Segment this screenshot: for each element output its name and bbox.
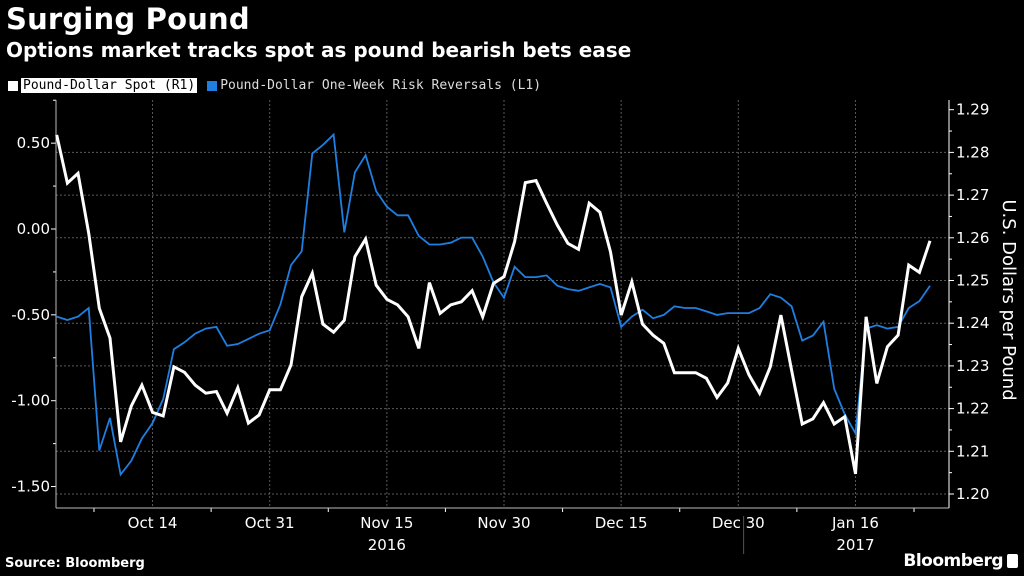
spot-line <box>55 134 932 475</box>
x-axis-tick-label: Jan 16 <box>831 514 879 532</box>
x-axis-tick-label: Dec 30 <box>712 514 765 532</box>
x-axis-tick-label: Dec 15 <box>595 514 648 532</box>
bloomberg-logo-text: Bloomberg <box>903 551 1003 571</box>
x-axis-tick-label: Nov 15 <box>360 514 413 532</box>
legend-swatch-risk-reversals <box>207 80 218 91</box>
right-axis-tick-label: 1.22 <box>956 400 989 418</box>
right-axis-tick-label: 1.21 <box>956 442 989 460</box>
x-axis-year-label: 2017 <box>836 536 874 554</box>
right-axis-tick-label: 1.20 <box>956 485 989 503</box>
left-axis-tick-label: 0.00 <box>17 220 50 238</box>
legend-swatch-spot <box>8 80 18 91</box>
right-axis-tick-label: 1.26 <box>956 229 989 247</box>
left-axis-tick-label: -1.00 <box>11 392 50 410</box>
right-axis-title: U.S. Dollars per Pound <box>998 199 1019 400</box>
source-note: Source: Bloomberg <box>5 556 145 571</box>
right-axis-tick-label: 1.25 <box>956 272 989 290</box>
right-axis-tick-label: 1.24 <box>956 314 989 332</box>
bloomberg-logo: Bloomberg <box>903 551 1018 571</box>
right-axis-tick-label: 1.27 <box>956 186 989 204</box>
series-lines <box>55 132 932 477</box>
x-axis-tick-label: Oct 31 <box>245 514 295 532</box>
x-axis-tick-label: Nov 30 <box>477 514 530 532</box>
gridlines <box>56 100 949 508</box>
x-axis-year-label: 2016 <box>368 536 406 554</box>
left-axis-tick-label: -1.50 <box>11 478 50 496</box>
bloomberg-logo-icon <box>1007 554 1018 568</box>
legend-label-risk-reversals: Pound-Dollar One-Week Risk Reversals (L1… <box>220 78 542 93</box>
right-axis-tick-label: 1.29 <box>956 101 989 119</box>
legend-label-spot: Pound-Dollar Spot (R1) <box>21 78 198 93</box>
axes: 1.29 1.28 1.27 1.26 1.25 1.24 1.23 1.22 1.21 1.20… <box>11 99 989 554</box>
chart-title: Surging Pound <box>6 2 250 36</box>
right-axis-tick-label: 1.23 <box>956 357 989 375</box>
right-axis-tick-label: 1.28 <box>956 143 989 161</box>
x-axis-tick-label: Oct 14 <box>128 514 178 532</box>
risk-reversals-line <box>56 132 931 477</box>
left-axis-tick-label: -0.50 <box>11 306 50 324</box>
chart-subtitle: Options market tracks spot as pound bear… <box>6 38 632 62</box>
legend: Pound-Dollar Spot (R1) Pound-Dollar One-… <box>8 78 541 93</box>
left-axis-tick-label: 0.50 <box>17 134 50 152</box>
